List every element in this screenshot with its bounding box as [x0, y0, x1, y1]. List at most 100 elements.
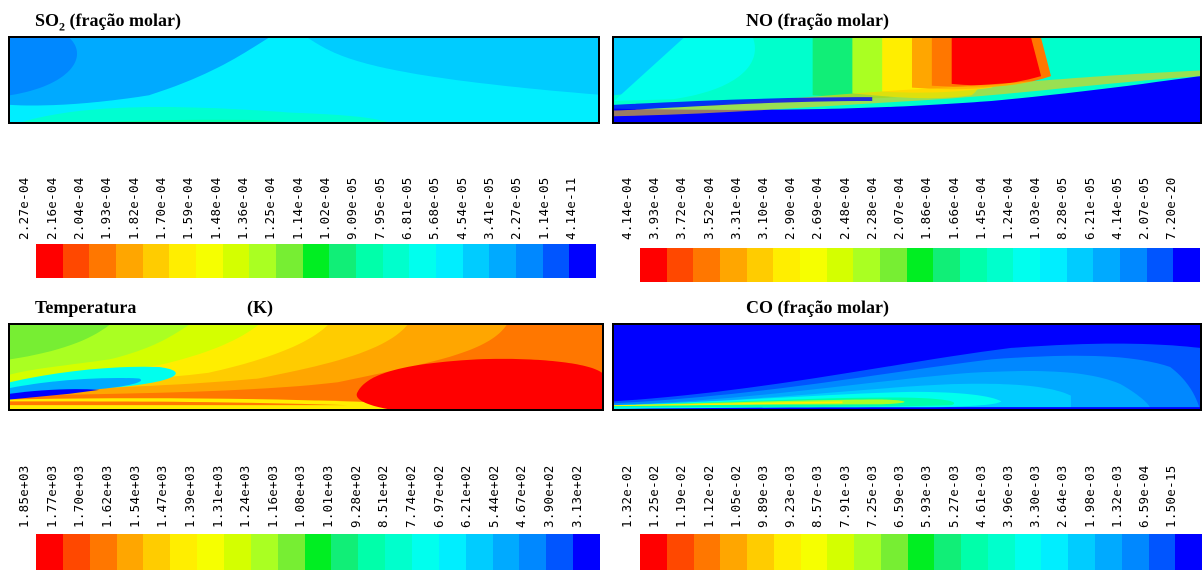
so2-tick: 1.14e-05: [536, 177, 551, 240]
color-swatch: [640, 534, 667, 570]
color-swatch: [720, 248, 747, 282]
color-swatch: [277, 534, 305, 570]
color-swatch: [492, 534, 520, 570]
no-tick: 1.66e-04: [946, 177, 961, 240]
color-swatch: [116, 244, 143, 278]
color-swatch: [170, 534, 198, 570]
color-swatch: [1095, 534, 1122, 570]
color-swatch: [907, 534, 935, 570]
color-swatch: [1068, 534, 1096, 570]
co-tick: 3.30e-03: [1027, 465, 1042, 528]
color-swatch: [224, 534, 251, 570]
color-swatch: [385, 534, 413, 570]
co-title: CO (fração molar): [746, 297, 889, 317]
color-swatch: [169, 244, 197, 278]
color-swatch: [62, 244, 90, 278]
so2-contour-field: [8, 36, 600, 124]
color-swatch: [356, 244, 383, 278]
color-swatch: [89, 534, 117, 570]
so2-color-legend: [36, 244, 597, 278]
color-swatch: [933, 248, 961, 282]
co-tick: 1.98e-03: [1082, 465, 1097, 528]
co-tick: 4.61e-03: [973, 465, 988, 528]
no-tick: 2.69e-04: [809, 177, 824, 240]
color-swatch: [800, 248, 827, 282]
color-swatch: [462, 244, 490, 278]
co-tick: 1.50e-15: [1163, 465, 1178, 528]
so2-tick: 1.93e-04: [98, 177, 113, 240]
temperature-tick: 1.31e+03: [210, 465, 225, 528]
color-swatch: [573, 534, 601, 570]
color-swatch: [438, 534, 466, 570]
so2-tick: 2.27e-05: [508, 177, 523, 240]
color-swatch: [250, 534, 278, 570]
so2-tick: 2.16e-04: [44, 177, 59, 240]
co-contour-field: [612, 323, 1202, 411]
temperature-tick: 4.67e+02: [513, 465, 528, 528]
co-tick: 5.27e-03: [946, 465, 961, 528]
color-swatch: [1148, 534, 1176, 570]
temperature-tick: 7.74e+02: [403, 465, 418, 528]
color-swatch: [436, 244, 463, 278]
color-swatch: [382, 244, 410, 278]
so2-tick: 1.14e-04: [290, 177, 305, 240]
so2-tick: 1.59e-04: [180, 177, 195, 240]
color-swatch: [906, 248, 934, 282]
no-tick: 8.28e-05: [1054, 177, 1069, 240]
color-swatch: [880, 534, 908, 570]
color-swatch: [412, 534, 439, 570]
color-swatch: [409, 244, 437, 278]
color-swatch: [276, 244, 303, 278]
so2-tick: 1.70e-04: [153, 177, 168, 240]
color-swatch: [143, 534, 171, 570]
so2-tick: 4.14e-11: [563, 177, 578, 240]
color-swatch: [569, 244, 597, 278]
temperature-tick: 9.28e+02: [348, 465, 363, 528]
color-swatch: [546, 534, 574, 570]
co-tick: 7.91e-03: [837, 465, 852, 528]
color-swatch: [1040, 248, 1067, 282]
color-swatch: [773, 534, 801, 570]
color-swatch: [1175, 534, 1202, 570]
color-swatch: [62, 534, 90, 570]
so2-tick: 7.95e-05: [372, 177, 387, 240]
co-color-legend: [640, 534, 1202, 570]
color-swatch: [302, 244, 330, 278]
temperature-tick: 1.62e+03: [99, 465, 114, 528]
temperature-color-legend: [36, 534, 601, 570]
color-swatch: [331, 534, 359, 570]
color-swatch: [304, 534, 332, 570]
temperature-tick: 1.77e+03: [44, 465, 59, 528]
co-tick: 1.25e-02: [646, 465, 661, 528]
co-tick-labels: 1.32e-02 1.25e-02 1.19e-02 1.12e-02 1.05…: [619, 420, 1202, 528]
no-tick: 1.03e-04: [1027, 177, 1042, 240]
no-tick: 3.31e-04: [728, 177, 743, 240]
temperature-tick: 1.24e+03: [237, 465, 252, 528]
color-swatch: [1121, 534, 1149, 570]
color-swatch: [1066, 248, 1094, 282]
temperature-contour-field: [8, 323, 604, 411]
color-swatch: [720, 534, 748, 570]
color-swatch: [196, 244, 223, 278]
temperature-tick: 6.97e+02: [431, 465, 446, 528]
no-tick-labels: 4.14e-04 3.93e-04 3.72e-04 3.52e-04 3.31…: [619, 132, 1202, 240]
no-tick: 4.14e-04: [619, 177, 634, 240]
co-tick: 1.32e-02: [619, 465, 634, 528]
color-swatch: [826, 248, 854, 282]
co-tick: 3.96e-03: [1000, 465, 1015, 528]
color-swatch: [773, 248, 801, 282]
no-title: NO (fração molar): [746, 10, 889, 30]
so2-tick: 1.82e-04: [126, 177, 141, 240]
color-swatch: [36, 244, 63, 278]
no-tick: 3.93e-04: [646, 177, 661, 240]
color-swatch: [358, 534, 386, 570]
co-tick: 1.19e-02: [673, 465, 688, 528]
co-tick: 1.32e-03: [1109, 465, 1124, 528]
color-swatch: [827, 534, 855, 570]
temperature-tick: 3.13e+02: [569, 465, 584, 528]
color-swatch: [142, 244, 170, 278]
co-tick: 1.05e-02: [728, 465, 743, 528]
no-tick: 2.07e-04: [891, 177, 906, 240]
no-color-legend: [640, 248, 1201, 282]
color-swatch: [800, 534, 828, 570]
